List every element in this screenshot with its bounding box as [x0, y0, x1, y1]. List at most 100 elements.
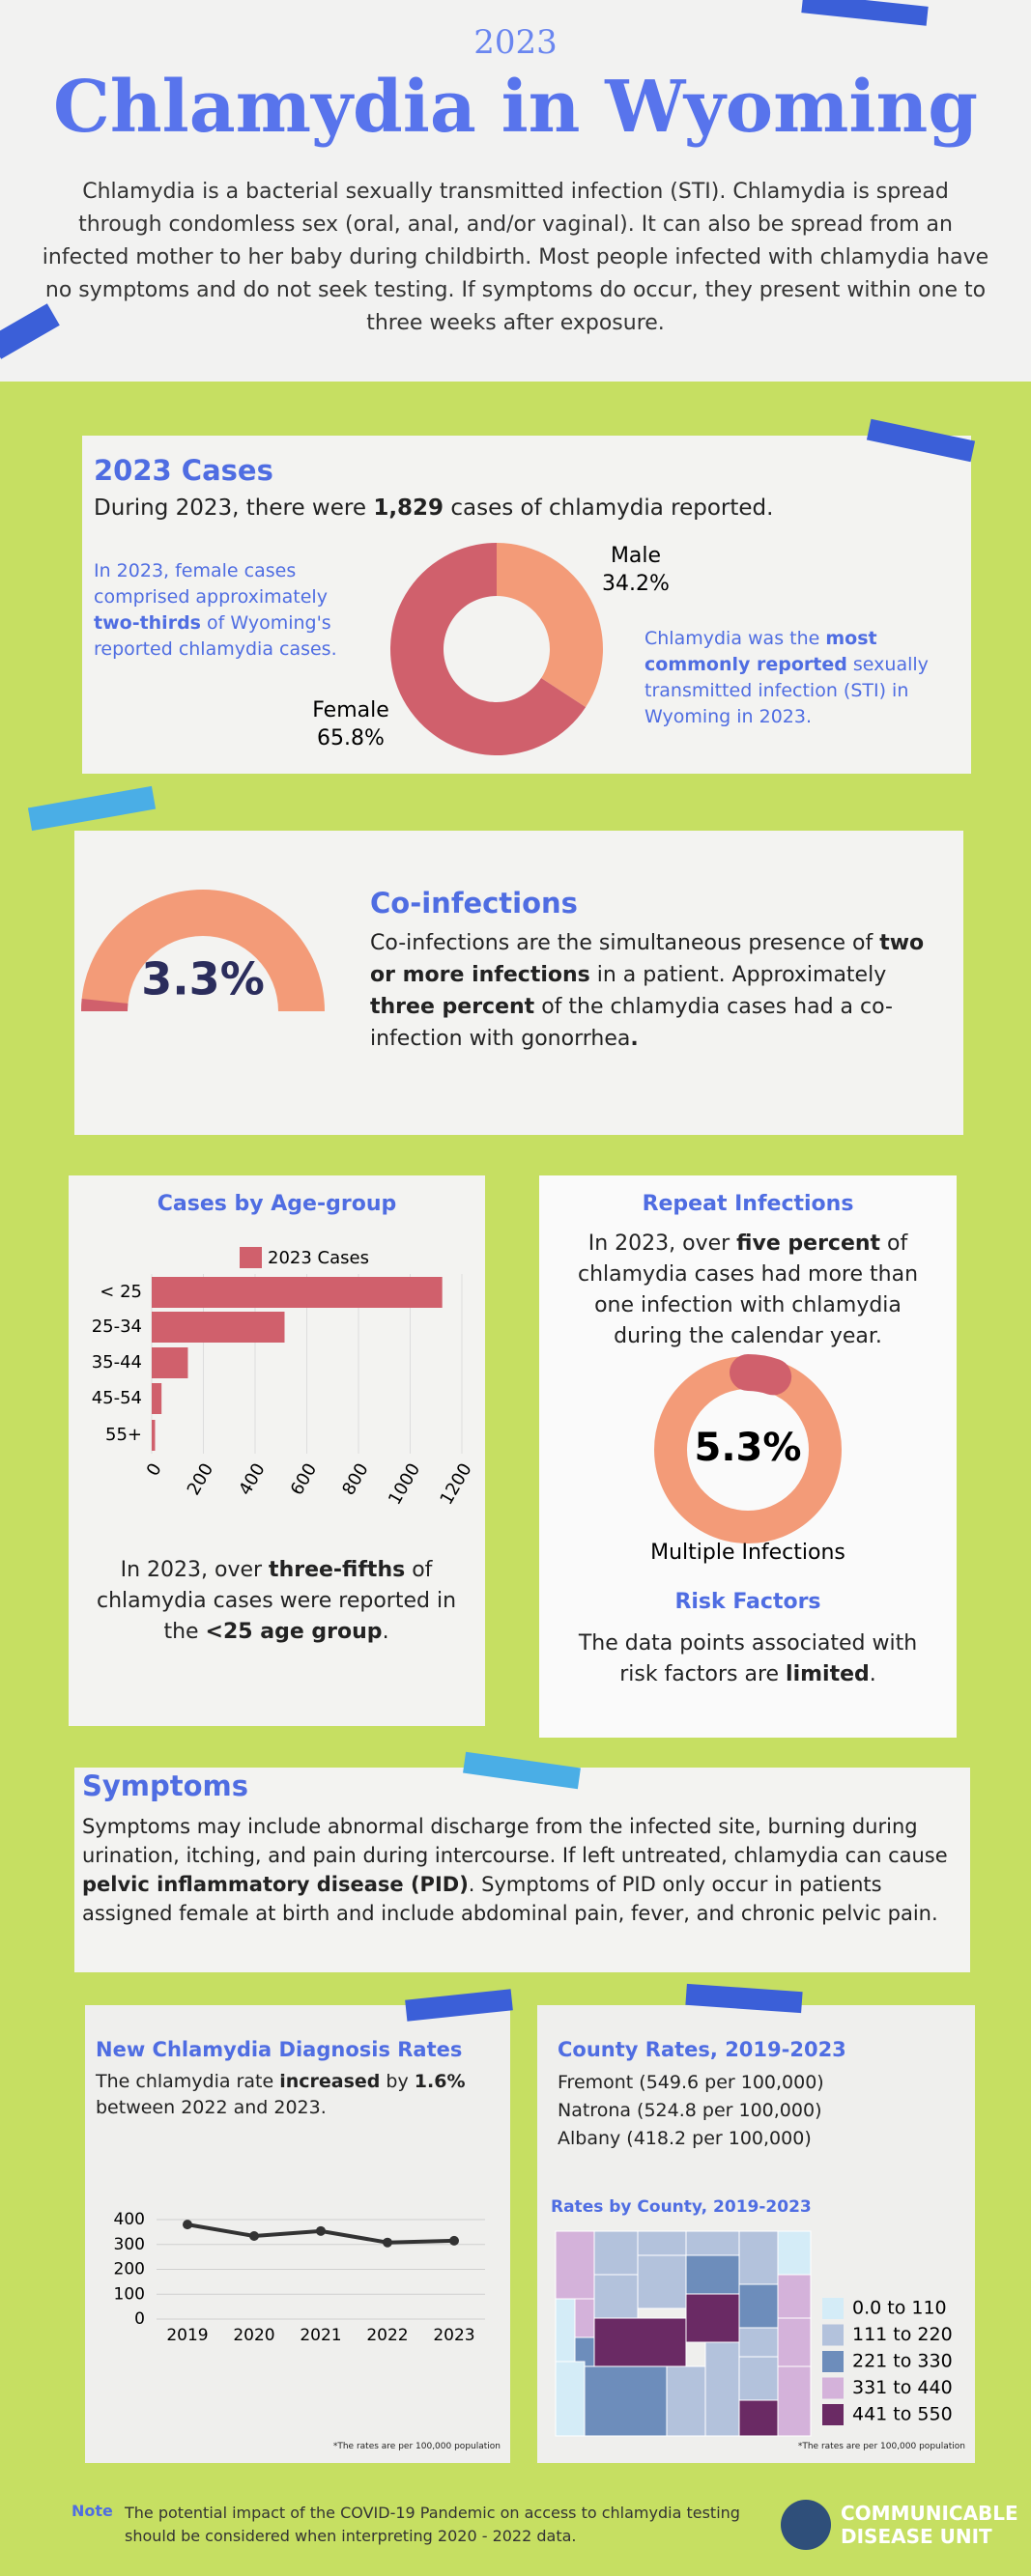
county [555, 2361, 586, 2437]
gauge-value [81, 998, 129, 1011]
text: cases of chlamydia reported. [444, 495, 774, 521]
county [777, 2274, 812, 2319]
county [738, 2327, 779, 2358]
section-title: Co-infections [370, 887, 578, 920]
section-title: Risk Factors [674, 1590, 821, 1614]
county [555, 2298, 576, 2363]
county [666, 2365, 706, 2437]
county [777, 2365, 812, 2437]
footnote: *The rates are per 100,000 population [332, 2442, 501, 2451]
y-tick-label: < 25 [100, 1282, 142, 1302]
county [593, 2230, 639, 2276]
county [777, 2230, 812, 2276]
bar [152, 1312, 285, 1343]
text: 1,829 [373, 495, 444, 521]
legend-swatch [822, 2377, 844, 2399]
county [738, 2399, 779, 2437]
legend-swatch [822, 2351, 844, 2372]
bar [152, 1383, 162, 1414]
text: two or more infections [370, 931, 925, 987]
text: of chlamydia cases were reported in the [96, 1558, 457, 1644]
text: of chlamydia cases had more than one inf… [577, 1231, 919, 1348]
chart-title: New Chlamydia Diagnosis Rates [96, 2038, 463, 2061]
text: sexually transmitted infection (STI) in … [644, 654, 929, 727]
text: In 2023, female cases comprised approxim… [94, 560, 328, 608]
text: by [380, 2071, 415, 2092]
legend-swatch [822, 2404, 844, 2425]
county [637, 2254, 687, 2309]
text: Fremont (549.6 per 100,000) [558, 2072, 824, 2093]
section-title: County Rates, 2019-2023 [558, 2038, 846, 2061]
paragraph: In 2023, over three-fifths of chlamydia … [93, 1555, 460, 1648]
segment-value: 65.8% [317, 726, 385, 750]
text: three percent [370, 995, 535, 1019]
text: pelvic inflammatory disease (PID) [82, 1873, 469, 1896]
note-label: Note [72, 2502, 113, 2520]
county [738, 2230, 779, 2285]
symptoms-card [74, 1768, 970, 1972]
y-tick-label: 35-44 [92, 1352, 142, 1373]
county [555, 2230, 595, 2300]
text: in a patient. Approximately [589, 963, 887, 987]
paragraph: Symptoms may include abnormal discharge … [82, 1812, 957, 1928]
paragraph: The data points associated with risk fac… [558, 1628, 937, 1690]
section-title: Symptoms [82, 1769, 249, 1802]
x-tick-label: 800 [338, 1460, 372, 1499]
county [637, 2230, 687, 2256]
text: 1.6% [414, 2071, 466, 2092]
x-tick-label: 2021 [300, 2326, 341, 2345]
text: Chlamydia was the [644, 628, 826, 649]
text: Symptoms may include abnormal discharge … [82, 1815, 948, 1867]
y-tick-label: 45-54 [92, 1388, 142, 1408]
y-tick-label: 300 [114, 2235, 145, 2254]
bar [152, 1420, 156, 1451]
text: two-thirds [94, 612, 201, 634]
county [738, 2356, 779, 2401]
y-tick-label: 400 [114, 2210, 145, 2229]
title: Chlamydia in Wyoming [52, 66, 979, 149]
text: of Wyoming's reported chlamydia cases. [94, 612, 337, 660]
point [449, 2235, 459, 2246]
x-tick-label: 1000 [385, 1460, 424, 1509]
county [584, 2365, 668, 2437]
legend-label: 2023 Cases [268, 1248, 369, 1268]
y-tick-label: 55+ [105, 1425, 142, 1445]
donut-segment [497, 543, 603, 708]
lead: During 2023, there were 1,829 cases of c… [94, 495, 773, 521]
paragraph: In 2023, over five percent of chlamydia … [558, 1229, 937, 1352]
x-tick-label: 400 [235, 1460, 269, 1499]
text: The data points associated with risk fac… [578, 1631, 918, 1686]
y-tick-label: 25-34 [92, 1316, 142, 1337]
map-title: Rates by County, 2019-2023 [551, 2197, 812, 2217]
county [704, 2341, 740, 2437]
text: During 2023, there were [94, 495, 374, 521]
x-tick-label: 2022 [366, 2326, 408, 2345]
chart-title: Cases by Age-group [157, 1192, 397, 1216]
text: Co-infections are the simultaneous prese… [370, 931, 880, 955]
text: five percent [736, 1231, 881, 1256]
x-tick-label: 200 [184, 1460, 217, 1499]
text: Natrona (524.8 per 100,000) [558, 2100, 822, 2121]
ring-caption: Multiple Infections [650, 1541, 845, 1565]
text: Albany (418.2 per 100,000) [558, 2128, 812, 2149]
logo [781, 2500, 831, 2550]
note: The potential impact of the COVID-19 Pan… [125, 2504, 740, 2545]
donut-segment [389, 543, 587, 755]
county-lines: Fremont (549.6 per 100,000) Natrona (524… [558, 2069, 824, 2153]
text: . [869, 1662, 876, 1686]
repeat-card [539, 1175, 957, 1738]
text: limited [786, 1662, 870, 1686]
county [685, 2230, 740, 2256]
county [593, 2274, 639, 2319]
segment-label: Female [312, 698, 389, 722]
y-tick-label: 0 [134, 2309, 145, 2329]
intro: Chlamydia is a bacterial sexually transm… [42, 180, 989, 335]
paragraph: The chlamydia rate increased by 1.6% bet… [96, 2069, 482, 2121]
text: increased [279, 2071, 381, 2092]
text: . [630, 1027, 639, 1051]
county [685, 2293, 740, 2343]
paragraph: Co-infections are the simultaneous prese… [370, 927, 950, 1055]
x-tick-label: 2020 [233, 2326, 274, 2345]
